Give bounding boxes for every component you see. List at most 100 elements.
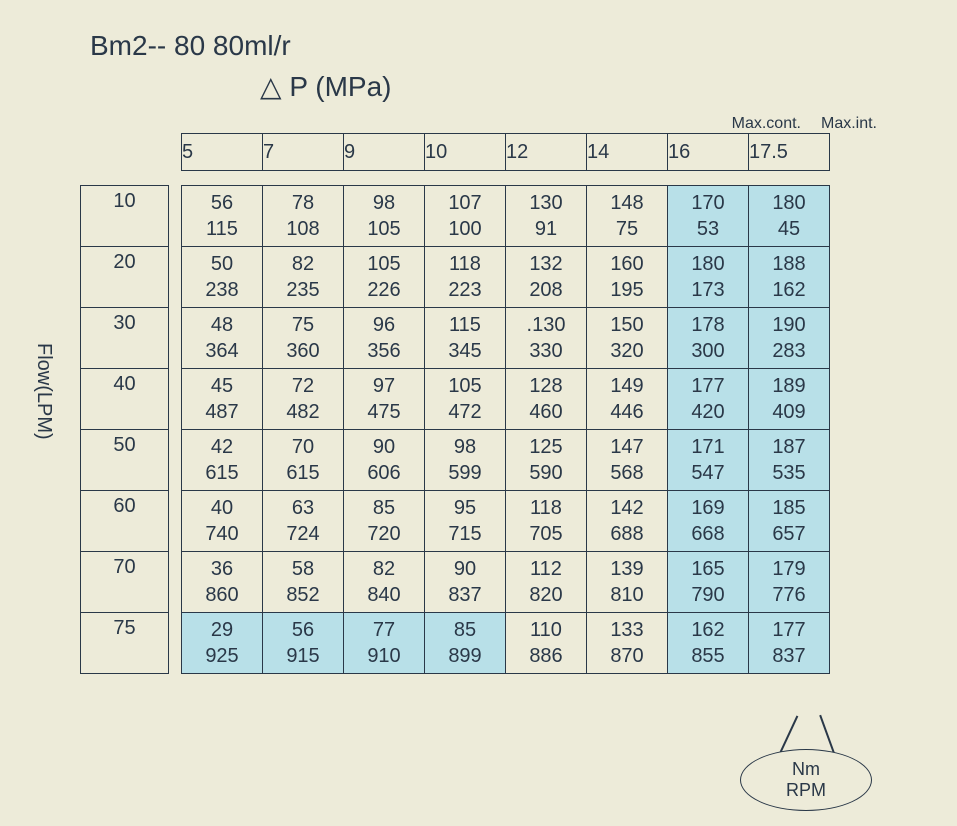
cell-val-top: 189 [749,373,829,399]
data-cell: 125590 [506,430,587,491]
cell-val-bottom: 915 [263,643,343,669]
data-cell: 78108 [263,186,344,247]
cell-val-top: 180 [749,190,829,216]
data-cell: 107100 [425,186,506,247]
cell-val-bottom: 226 [344,277,424,303]
cell-val-bottom: 420 [668,399,748,425]
spacer [169,186,182,247]
cell-val-bottom: 705 [506,521,586,547]
data-cell: 75360 [263,308,344,369]
cell-val-bottom: 45 [749,216,829,242]
cell-val-top: 58 [263,556,343,582]
cell-val-bottom: 615 [263,460,343,486]
spacer [169,308,182,369]
cell-val-bottom: 162 [749,277,829,303]
data-cell: 45487 [182,369,263,430]
spacer [169,430,182,491]
cell-val-top: 110 [506,617,586,643]
cell-val-top: 190 [749,312,829,338]
data-cell: 97475 [344,369,425,430]
cell-val-bottom: 75 [587,216,667,242]
cell-val-top: 85 [425,617,505,643]
data-cell: 105226 [344,247,425,308]
cell-val-bottom: 360 [263,338,343,364]
data-cell: 56115 [182,186,263,247]
spacer [169,247,182,308]
cell-val-top: 188 [749,251,829,277]
data-cell: 40740 [182,491,263,552]
top-labels: Max.cont. Max.int. [732,115,877,133]
cell-val-top: 170 [668,190,748,216]
data-cell: 90837 [425,552,506,613]
cell-val-bottom: 100 [425,216,505,242]
cell-val-top: 171 [668,434,748,460]
data-cell: 42615 [182,430,263,491]
data-cell: .130330 [506,308,587,369]
col-header: 10 [425,134,506,171]
cell-val-bottom: 535 [749,460,829,486]
cell-val-bottom: 599 [425,460,505,486]
cell-val-bottom: 53 [668,216,748,242]
data-cell: 56915 [263,613,344,674]
cell-val-top: 130 [506,190,586,216]
data-cell: 132208 [506,247,587,308]
cell-val-bottom: 606 [344,460,424,486]
data-cell: 70615 [263,430,344,491]
cell-val-top: 187 [749,434,829,460]
data-cell: 98599 [425,430,506,491]
cell-val-top: 96 [344,312,424,338]
data-cell: 128460 [506,369,587,430]
cell-val-bottom: 173 [668,277,748,303]
cell-val-top: 112 [506,556,586,582]
cell-val-bottom: 715 [425,521,505,547]
data-cell: 72482 [263,369,344,430]
data-cell: 169668 [668,491,749,552]
cell-val-top: 82 [263,251,343,277]
data-cell: 180173 [668,247,749,308]
cell-val-bottom: 108 [263,216,343,242]
data-cell: 118223 [425,247,506,308]
cell-val-bottom: 195 [587,277,667,303]
cell-val-top: 169 [668,495,748,521]
col-header: 5 [182,134,263,171]
page-subtitle: △ P (MPa) [260,70,917,103]
data-cell: 139810 [587,552,668,613]
cell-val-top: 148 [587,190,667,216]
cell-val-top: 98 [425,434,505,460]
row-header: 75 [81,613,169,674]
row-header: 10 [81,186,169,247]
data-cell: 13091 [506,186,587,247]
data-cell: 110886 [506,613,587,674]
cell-val-bottom: 300 [668,338,748,364]
cell-val-bottom: 910 [344,643,424,669]
cell-val-bottom: 790 [668,582,748,608]
callout-nm: Nm [792,759,820,780]
callout-leader-1 [779,716,797,753]
cell-val-top: 149 [587,373,667,399]
data-cell: 187535 [749,430,830,491]
data-cell: 115345 [425,308,506,369]
data-cell: 98105 [344,186,425,247]
cell-val-bottom: 364 [182,338,262,364]
cell-val-bottom: 820 [506,582,586,608]
cell-val-top: 78 [263,190,343,216]
cell-val-bottom: 409 [749,399,829,425]
cell-val-top: 115 [425,312,505,338]
cell-val-top: 72 [263,373,343,399]
cell-val-bottom: 238 [182,277,262,303]
max-cont-label: Max.cont. [732,115,801,133]
data-cell: 133870 [587,613,668,674]
cell-val-top: 40 [182,495,262,521]
data-cell: 36860 [182,552,263,613]
cell-val-top: 82 [344,556,424,582]
row-header: 30 [81,308,169,369]
data-cell: 177420 [668,369,749,430]
empty-corner [81,134,169,171]
y-axis-label: Flow(LPM) [32,343,55,440]
cell-val-top: 56 [182,190,262,216]
col-header: 16 [668,134,749,171]
col-header: 9 [344,134,425,171]
data-cell: 95715 [425,491,506,552]
data-cell: 105472 [425,369,506,430]
cell-val-top: 105 [425,373,505,399]
